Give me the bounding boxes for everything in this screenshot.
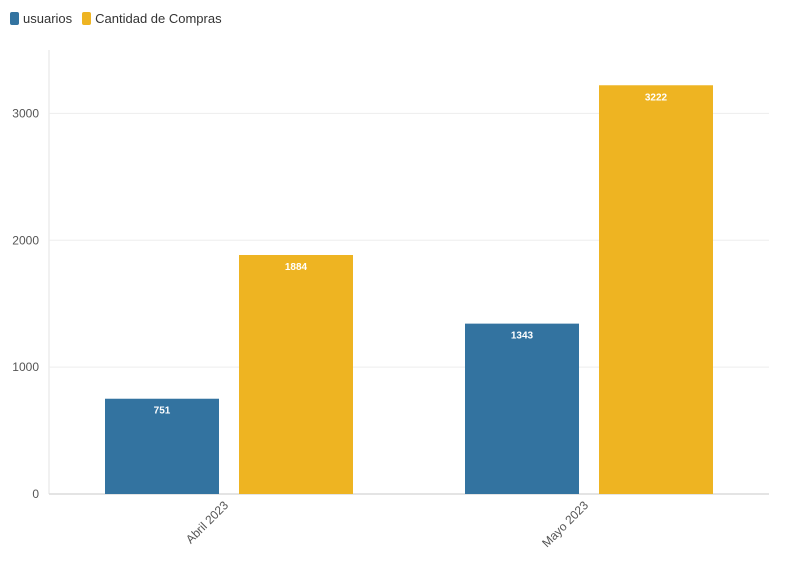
x-tick-label-mayo-2023: Mayo 2023 xyxy=(539,498,591,550)
bar-cantidad-de-compras-mayo-2023 xyxy=(599,85,713,494)
legend-label-cantidad-de-compras: Cantidad de Compras xyxy=(95,11,222,26)
y-tick-label-2000: 2000 xyxy=(12,233,39,247)
bar-cantidad-de-compras-abril-2023 xyxy=(239,255,353,494)
legend: usuarios Cantidad de Compras xyxy=(10,11,222,26)
data-label-cantidad-de-compras-mayo-2023: 3222 xyxy=(645,92,668,103)
legend-swatch-usuarios xyxy=(10,12,19,25)
data-label-usuarios-mayo-2023: 1343 xyxy=(511,331,534,342)
y-tick-label-3000: 3000 xyxy=(12,106,39,120)
bar-usuarios-mayo-2023 xyxy=(465,323,579,494)
data-label-cantidad-de-compras-abril-2023: 1884 xyxy=(285,262,308,273)
y-tick-label-1000: 1000 xyxy=(12,360,39,374)
legend-label-usuarios: usuarios xyxy=(23,11,73,26)
y-tick-label-0: 0 xyxy=(32,487,39,501)
x-tick-label-abril-2023: Abril 2023 xyxy=(183,498,231,546)
legend-swatch-cantidad-de-compras xyxy=(82,12,92,25)
legend-item-usuarios[interactable]: usuarios xyxy=(10,11,72,26)
bar-usuarios-abril-2023 xyxy=(105,398,219,494)
legend-item-cantidad-de-compras[interactable]: Cantidad de Compras xyxy=(82,11,222,26)
data-label-usuarios-abril-2023: 751 xyxy=(154,406,171,417)
